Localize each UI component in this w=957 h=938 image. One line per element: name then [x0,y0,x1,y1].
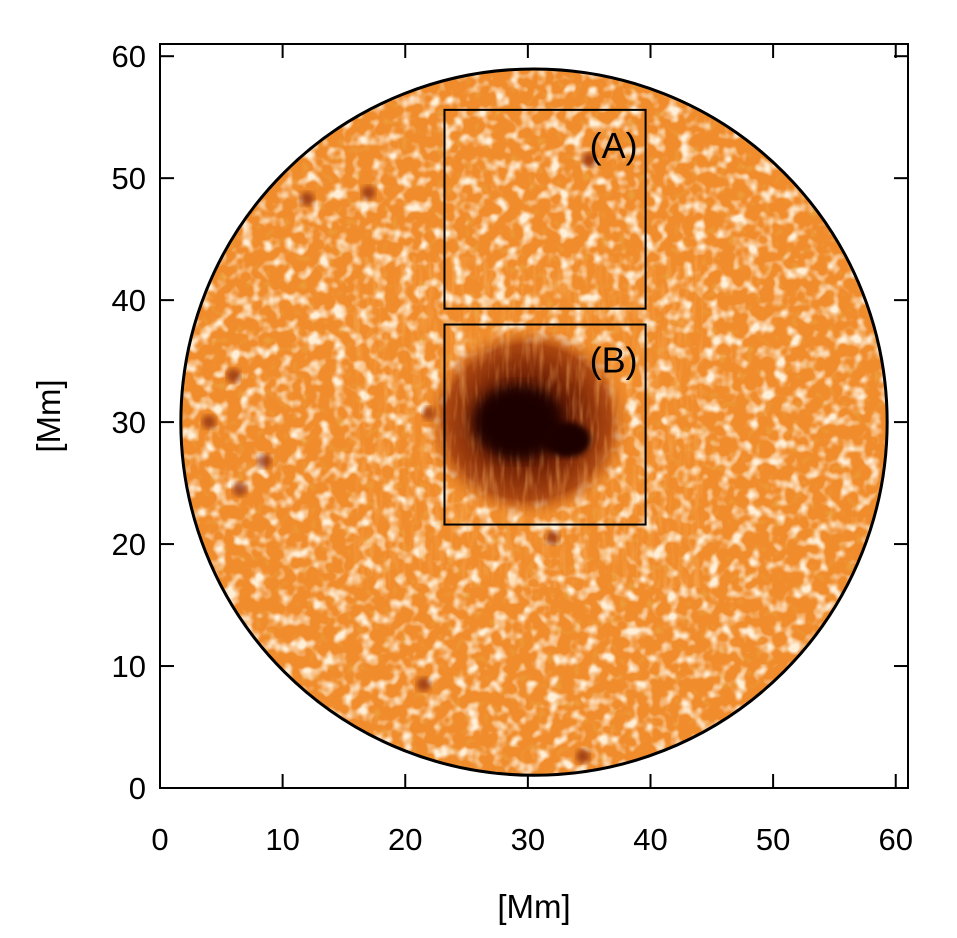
pore [416,677,431,692]
x-tick-label: 10 [265,822,299,857]
y-axis-label: [Mm] [30,379,67,452]
y-tick-label: 10 [112,649,146,684]
region-box [443,323,647,526]
solar-disk-image [180,68,888,776]
plot-frame [159,43,909,789]
x-axis-label: [Mm] [497,888,570,925]
x-tick-label: 60 [878,822,912,857]
sunspot [424,325,631,519]
x-tick-label: 30 [511,822,545,857]
pore [232,482,247,497]
region-boxes: (A) (B) [443,108,647,526]
pore [545,530,560,545]
x-tick-label: 0 [151,822,168,857]
region-box [443,108,647,310]
pore [257,454,272,469]
y-tick-label: 30 [112,405,146,440]
axis-ticks [159,44,908,789]
pore [300,191,315,206]
x-tick-label: 40 [633,822,667,857]
x-tick-label: 50 [756,822,790,857]
pore [226,368,241,383]
pore [361,185,376,200]
x-tick-label: 20 [388,822,422,857]
x-tick-labels: 0 10 20 30 40 50 60 [151,822,913,857]
pore [202,415,217,430]
y-tick-label: 40 [112,283,146,318]
y-tick-label: 60 [112,39,146,74]
umbra [472,384,564,460]
region-label: (A) [590,125,638,166]
umbra-lobe [543,422,591,458]
pore [576,749,591,764]
y-tick-label: 0 [129,771,146,806]
y-tick-label: 20 [112,527,146,562]
aperture-edge [179,67,889,777]
y-tick-labels: 0 10 20 30 40 50 60 [112,39,146,806]
region-label: (B) [590,340,638,381]
y-tick-label: 50 [112,161,146,196]
pore [582,152,597,167]
